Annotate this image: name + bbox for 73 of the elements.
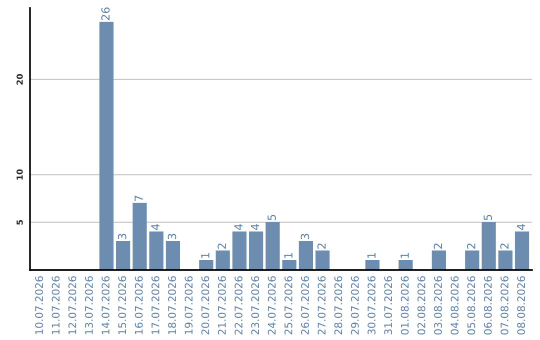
x-tick-label: 23.07.2026 <box>251 276 260 334</box>
x-tick-label: 18.07.2026 <box>168 276 176 334</box>
bar <box>298 241 314 270</box>
bar <box>116 241 130 270</box>
data-label: 3 <box>168 234 176 240</box>
x-tick-label: 21.07.2026 <box>218 276 226 334</box>
x-tick-label: 06.08.2026 <box>484 276 492 335</box>
data-label: 1 <box>284 253 292 258</box>
data-label: 7 <box>134 196 143 202</box>
bar <box>398 260 413 270</box>
x-tick-label: 11.07.2026 <box>52 276 60 334</box>
x-tick-label: 12.07.2026 <box>68 276 76 334</box>
data-label: 3 <box>118 234 126 240</box>
data-label: 1 <box>201 253 210 258</box>
x-tick-label: 13.07.2026 <box>84 276 93 334</box>
x-tick-label: 31.07.2026 <box>384 276 392 334</box>
bar <box>166 241 180 270</box>
x-tick-label: 29.07.2026 <box>350 276 359 334</box>
x-tick-label: 25.07.2026 <box>284 276 292 334</box>
data-label: 26 <box>101 7 110 20</box>
bar <box>482 222 496 270</box>
x-tick-label: 04.08.2026 <box>450 276 459 335</box>
x-tick-label: 08.08.2026 <box>517 276 526 335</box>
data-label: 2 <box>466 244 476 249</box>
bar <box>266 222 280 270</box>
bar <box>465 250 480 270</box>
x-tick-label: 22.07.2026 <box>234 276 242 334</box>
x-tick-label: 10.07.2026 <box>35 276 43 334</box>
x-tick-label: 28.07.2026 <box>334 276 342 334</box>
data-label: 4 <box>251 224 260 230</box>
x-tick-label: 01.08.2026 <box>400 276 409 335</box>
bar <box>199 260 214 270</box>
bar <box>432 250 446 270</box>
bar <box>498 250 512 270</box>
bar <box>365 260 380 270</box>
data-label: 2 <box>500 244 508 249</box>
bar <box>315 250 330 270</box>
x-tick-label: 02.08.2026 <box>417 276 426 335</box>
data-label: 3 <box>300 234 310 240</box>
bar <box>132 202 147 270</box>
x-tick-label: 14.07.2026 <box>102 276 110 334</box>
data-label: 1 <box>367 253 376 258</box>
x-tick-label: 17.07.2026 <box>151 276 160 334</box>
bar <box>248 231 264 270</box>
y-tick-label: 10 <box>16 169 23 180</box>
x-tick-label: 24.07.2026 <box>268 276 276 334</box>
bar <box>232 231 247 270</box>
y-tick-label: 5 <box>16 220 23 225</box>
x-tick-label: 27.07.2026 <box>318 276 326 334</box>
bar <box>99 22 114 270</box>
bar <box>216 250 230 270</box>
x-tick-label: 07.08.2026 <box>500 276 508 335</box>
y-tick-label: 20 <box>16 74 23 85</box>
x-tick-label: 19.07.2026 <box>184 276 193 334</box>
x-tick-label: 03.08.2026 <box>434 276 442 335</box>
bar <box>149 231 164 270</box>
data-label: 5 <box>484 214 492 220</box>
bar <box>514 231 530 270</box>
data-label: 4 <box>516 224 526 230</box>
x-tick-label: 26.07.2026 <box>301 276 309 334</box>
data-label: 2 <box>218 244 226 249</box>
x-tick-label: 15.07.2026 <box>118 276 126 334</box>
data-label: 2 <box>317 244 326 249</box>
x-tick-label: 20.07.2026 <box>201 276 210 334</box>
data-label: 2 <box>434 244 442 249</box>
data-label: 1 <box>400 253 409 258</box>
data-label: 4 <box>151 224 160 230</box>
x-tick-label: 16.07.2026 <box>134 276 143 334</box>
bar <box>282 260 296 270</box>
data-label: 5 <box>268 214 276 220</box>
x-tick-label: 05.08.2026 <box>467 276 476 335</box>
x-tick-label: 30.07.2026 <box>368 276 376 334</box>
data-label: 4 <box>234 224 243 230</box>
